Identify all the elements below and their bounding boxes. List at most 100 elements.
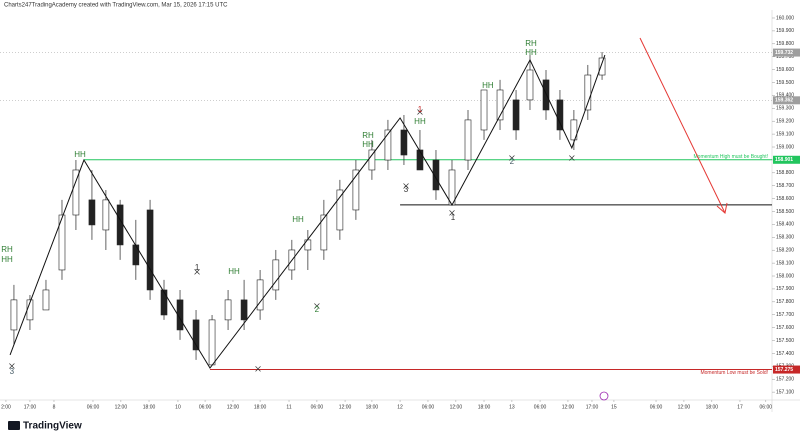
x-tick-label: 06:00	[760, 404, 773, 410]
annotation: HH	[414, 117, 426, 126]
annotation: 1	[451, 213, 456, 222]
price-label: 159.362	[775, 98, 793, 104]
candle-body	[208, 319, 216, 366]
annotation: HH	[1, 255, 13, 264]
y-tick-label: 159.700	[776, 54, 794, 60]
candle-body	[132, 244, 140, 266]
annotation: HH	[74, 150, 86, 159]
forecast-arrow	[639, 37, 726, 214]
logo-icon	[8, 421, 20, 430]
footer-bar	[0, 414, 800, 439]
x-tick-label: 06:00	[534, 404, 547, 410]
annotation: 3	[404, 185, 409, 194]
x-marker	[314, 303, 320, 309]
candle-body	[480, 89, 488, 131]
candle-body	[584, 74, 592, 111]
x-marker	[403, 183, 409, 189]
y-tick-label: 157.700	[776, 312, 794, 318]
arrow-head	[716, 202, 728, 214]
y-tick-label: 158.600	[776, 196, 794, 202]
annotation: 1	[418, 105, 423, 114]
event-icon	[599, 391, 609, 401]
candle-body	[272, 259, 280, 291]
y-tick-label: 157.600	[776, 325, 794, 331]
annotation: HH	[525, 48, 537, 57]
candle-body	[400, 129, 408, 156]
candle-body	[384, 129, 392, 161]
candle-body	[160, 289, 168, 316]
zigzag-line	[9, 54, 606, 369]
x-tick-label: 12:00	[227, 404, 240, 410]
candle-body	[496, 89, 504, 121]
candle-body	[256, 279, 264, 311]
candle-body	[10, 299, 18, 331]
candle-body	[146, 209, 154, 291]
y-tick-label: 160.000	[776, 15, 794, 21]
x-tick-label: 17:00	[24, 404, 37, 410]
candle-body	[224, 299, 232, 321]
x-marker	[569, 155, 575, 161]
y-tick-label: 158.300	[776, 235, 794, 241]
x-tick-label: 11	[286, 404, 291, 410]
x-tick-label: 06:00	[199, 404, 212, 410]
annotation: HH	[362, 140, 374, 149]
candle-body	[570, 119, 578, 141]
x-tick-label: 12:00	[678, 404, 691, 410]
x-marker	[194, 269, 200, 275]
x-tick-label: 12:00	[450, 404, 463, 410]
x-marker	[449, 210, 455, 216]
y-tick-label: 157.900	[776, 286, 794, 292]
candle-body	[512, 99, 520, 131]
x-tick-label: 17	[737, 404, 743, 410]
candle-body	[416, 149, 424, 171]
x-tick-label: 18:00	[366, 404, 379, 410]
price-label: 158.901	[775, 157, 793, 163]
x-tick-label: 12:00	[562, 404, 575, 410]
x-marker	[9, 363, 15, 369]
candle-body	[556, 99, 564, 131]
x-tick-label: 06:00	[650, 404, 663, 410]
candle-body	[320, 214, 328, 251]
annotation: HH	[228, 267, 240, 276]
candle-body	[352, 169, 360, 211]
annotation: RH	[525, 39, 537, 48]
y-tick-label: 159.600	[776, 67, 794, 73]
level-text: Momentum High must be Bought!	[694, 154, 768, 160]
candle-body	[598, 57, 606, 76]
y-tick-label: 159.200	[776, 119, 794, 125]
y-tick-label: 157.400	[776, 351, 794, 357]
x-tick-label: 2:00	[1, 404, 11, 410]
candle-body	[432, 159, 440, 191]
y-tick-label: 158.500	[776, 209, 794, 215]
price-label: 157.275	[775, 367, 793, 373]
x-tick-label: 10	[175, 404, 181, 410]
candle-body	[176, 299, 184, 331]
x-tick-label: 06:00	[311, 404, 324, 410]
candle-body	[88, 199, 96, 226]
x-marker	[255, 366, 261, 372]
candle-body	[526, 69, 534, 101]
x-tick-label: 12	[397, 404, 403, 410]
annotation: 3	[10, 367, 15, 376]
candle-body	[542, 79, 550, 111]
y-tick-label: 159.500	[776, 80, 794, 86]
annotation: HH	[482, 81, 494, 90]
x-tick-label: 15	[611, 404, 617, 410]
y-tick-label: 159.900	[776, 28, 794, 34]
y-tick-label: 158.800	[776, 170, 794, 176]
y-tick-label: 157.100	[776, 389, 794, 395]
x-tick-label: 18:00	[706, 404, 719, 410]
candle-body	[42, 289, 50, 311]
price-label-box	[773, 365, 800, 374]
price-label-box	[773, 96, 800, 105]
x-marker	[417, 109, 423, 115]
candle-body	[58, 214, 66, 271]
candle-body	[72, 169, 80, 216]
y-tick-label: 157.500	[776, 338, 794, 344]
candle-body	[464, 119, 472, 161]
y-tick-label: 158.100	[776, 260, 794, 266]
annotation: 1	[195, 263, 200, 272]
x-tick-label: 12:00	[339, 404, 352, 410]
